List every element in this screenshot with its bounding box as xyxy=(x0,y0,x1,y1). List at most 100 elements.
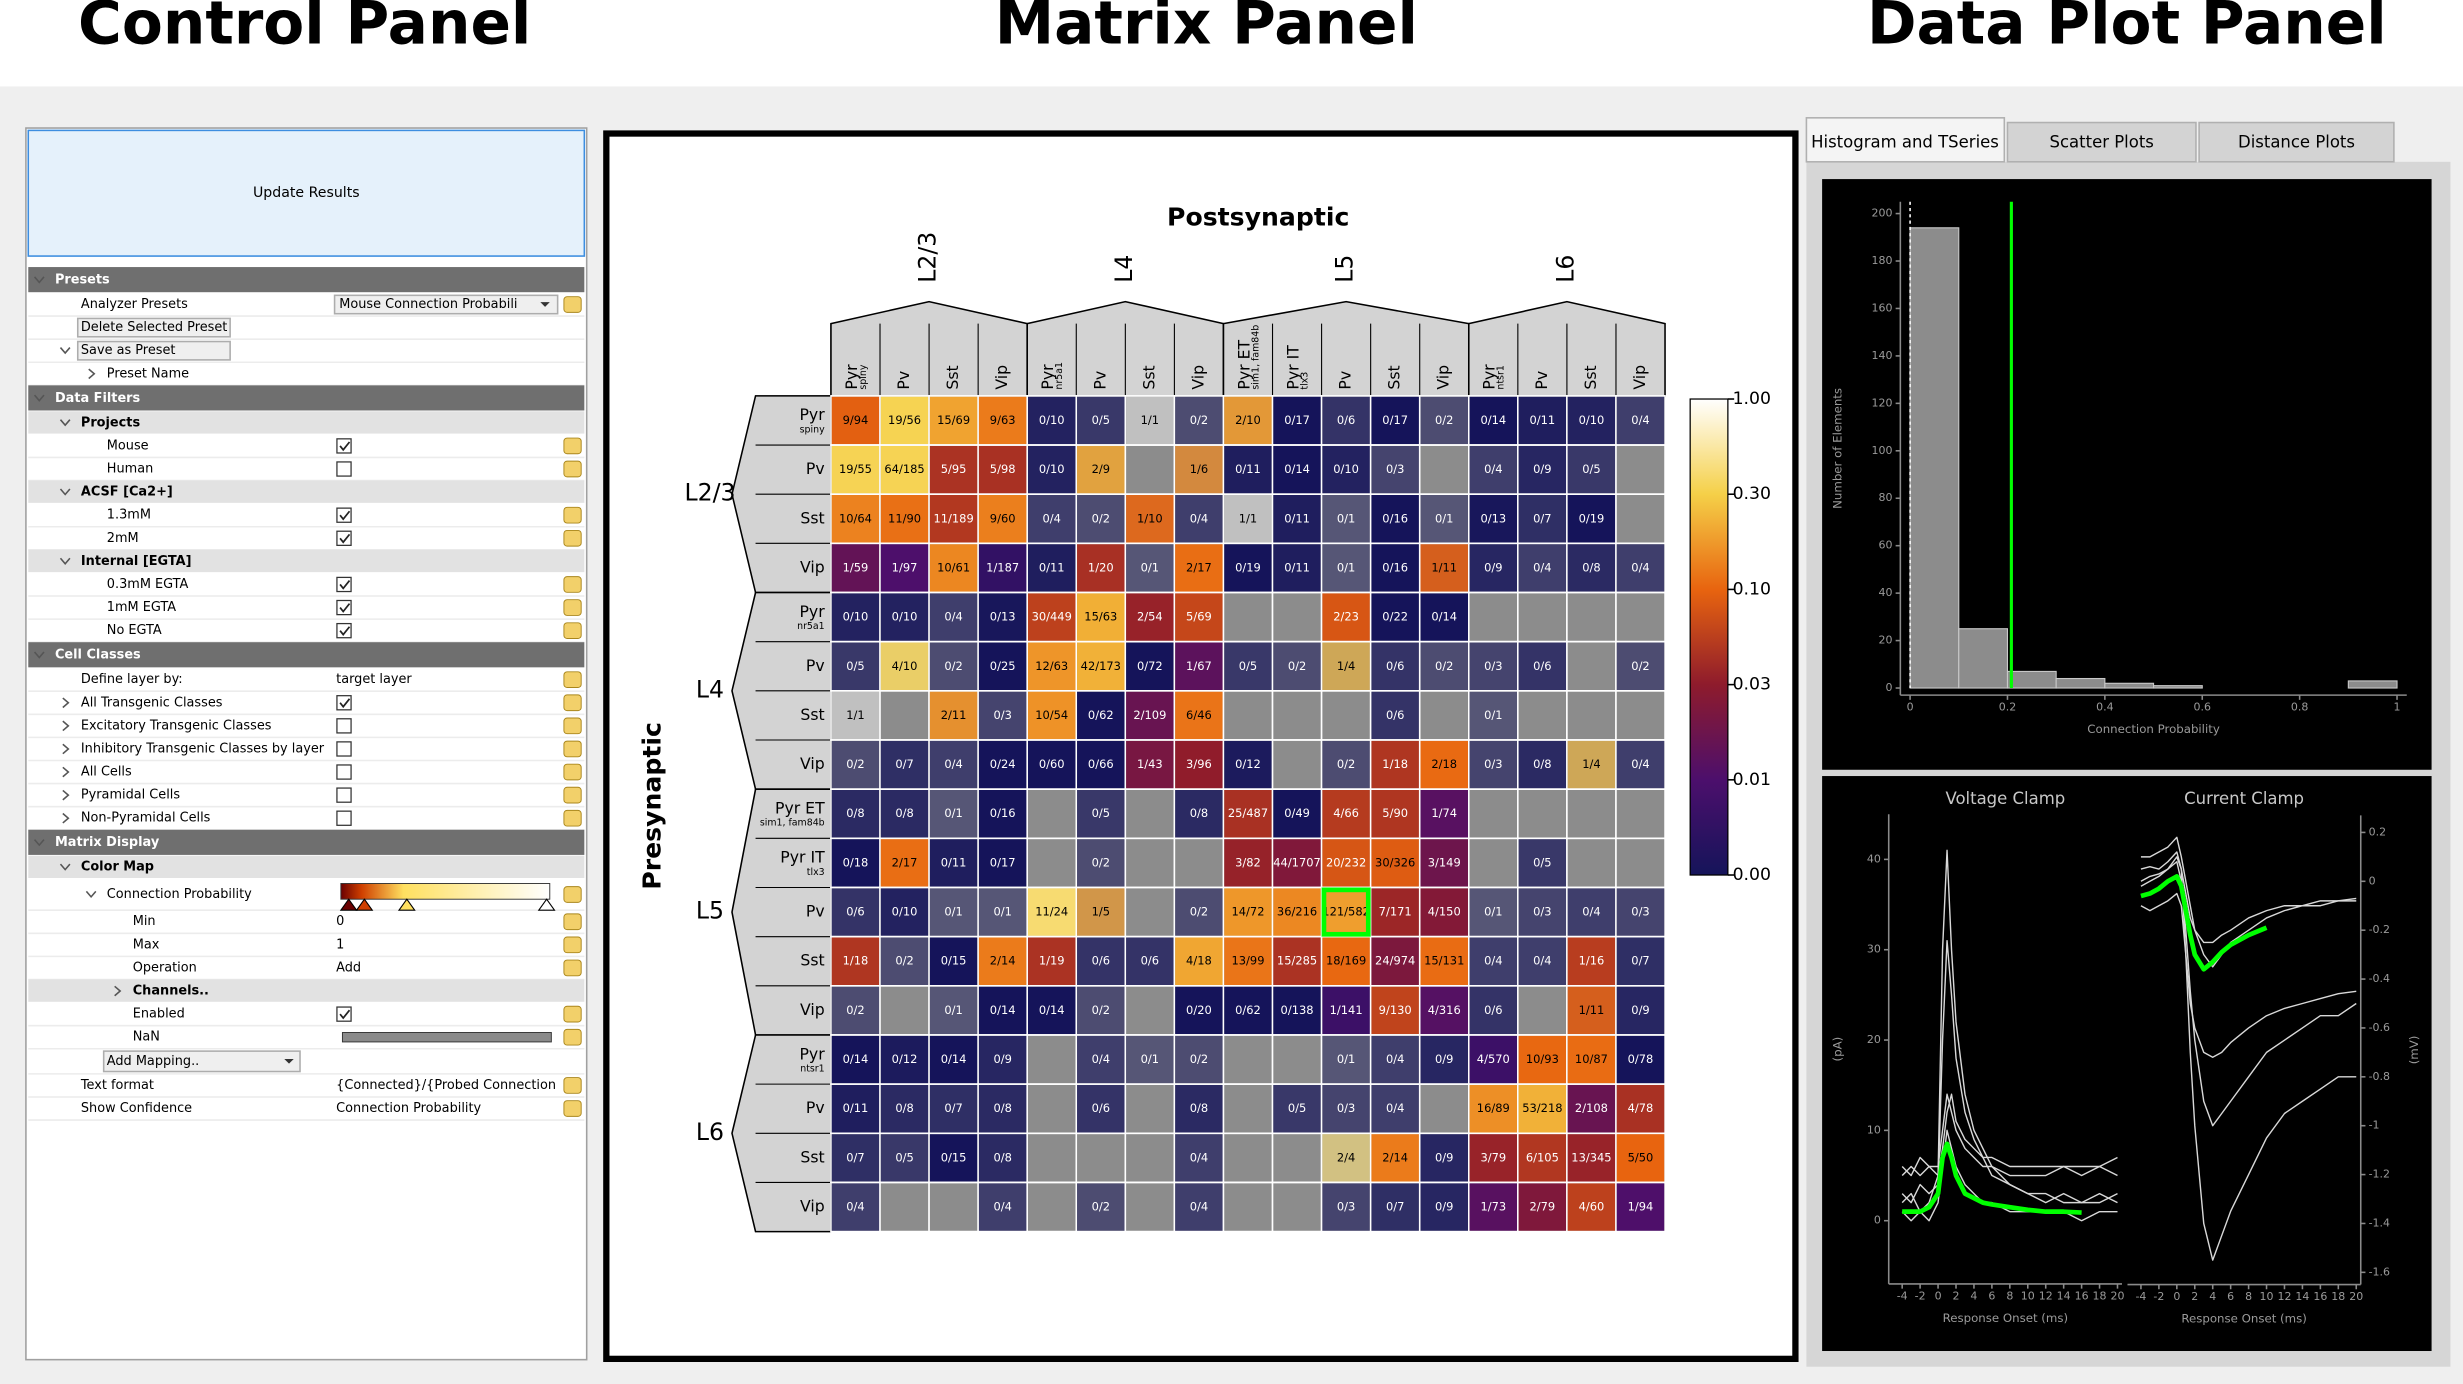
cell-label[interactable]: 0/1 xyxy=(944,905,962,919)
cell-label[interactable]: 10/64 xyxy=(839,511,872,525)
cell-label[interactable]: 0/138 xyxy=(1281,1003,1314,1017)
cell-label[interactable]: 2/109 xyxy=(1133,708,1166,722)
cell-label[interactable]: 1/4 xyxy=(1337,659,1355,673)
reset-button[interactable] xyxy=(563,529,582,547)
matrix-cell[interactable] xyxy=(929,789,978,838)
cell-label[interactable]: 30/326 xyxy=(1375,855,1415,869)
matrix-cell[interactable] xyxy=(1027,494,1076,543)
cell-label[interactable]: 5/50 xyxy=(1628,1150,1654,1164)
cell-label[interactable]: 2/108 xyxy=(1575,1101,1608,1115)
cell-label[interactable]: 2/4 xyxy=(1337,1150,1355,1164)
colormap-handle[interactable] xyxy=(397,898,416,911)
colormap-gradient[interactable] xyxy=(340,883,551,900)
cell-label[interactable]: 0/1 xyxy=(1337,1052,1355,1066)
cell-label[interactable]: 0/1 xyxy=(1337,511,1355,525)
matrix-cell[interactable] xyxy=(1224,396,1272,445)
tab-label[interactable]: Distance Plots xyxy=(2238,132,2355,151)
cell-label[interactable]: 0/6 xyxy=(1386,708,1404,722)
tree-label[interactable]: Save as Preset xyxy=(81,343,176,358)
cell-label[interactable]: 1/74 xyxy=(1431,806,1457,820)
tree-value[interactable]: target layer xyxy=(336,672,412,687)
matrix-cell[interactable] xyxy=(929,593,978,641)
tree-value[interactable]: 0 xyxy=(336,914,344,929)
expander-open[interactable] xyxy=(85,890,97,899)
matrix-cell[interactable] xyxy=(978,1134,1027,1182)
expander-open[interactable] xyxy=(33,276,45,284)
tree-label[interactable]: Inhibitory Transgenic Classes by layer xyxy=(81,741,325,756)
cell-label[interactable]: 24/974 xyxy=(1375,954,1415,968)
checkbox[interactable] xyxy=(336,438,352,454)
matrix-cell[interactable] xyxy=(1469,888,1518,936)
cell-label[interactable]: 0/5 xyxy=(1092,806,1110,820)
matrix-cell[interactable] xyxy=(1518,1134,1567,1182)
expander-open[interactable] xyxy=(33,839,45,847)
cell-label[interactable]: 9/60 xyxy=(990,511,1016,525)
tree-value[interactable]: Add xyxy=(336,960,361,975)
matrix-cell[interactable] xyxy=(1077,888,1125,936)
matrix-cell[interactable] xyxy=(929,740,978,789)
matrix-cell[interactable] xyxy=(1273,396,1321,445)
cell-label[interactable]: 0/2 xyxy=(1092,855,1110,869)
matrix-cell[interactable] xyxy=(831,839,880,887)
matrix-cell[interactable] xyxy=(1224,937,1272,986)
matrix-cell[interactable] xyxy=(1371,396,1419,445)
matrix-cell[interactable] xyxy=(978,691,1027,740)
matrix-cell[interactable] xyxy=(1567,1084,1616,1133)
cell-label[interactable]: 4/18 xyxy=(1186,954,1212,968)
matrix-cell[interactable] xyxy=(831,986,880,1035)
matrix-cell[interactable] xyxy=(880,740,929,789)
matrix-cell[interactable] xyxy=(1077,839,1125,887)
colormap-handle[interactable] xyxy=(339,898,358,911)
cell-label[interactable]: 1/43 xyxy=(1137,757,1163,771)
cell-label[interactable]: 25/487 xyxy=(1228,806,1268,820)
cell-label[interactable]: 1/97 xyxy=(892,560,918,574)
color-swatch[interactable] xyxy=(341,1032,552,1043)
cell-label[interactable]: 0/3 xyxy=(1484,757,1502,771)
matrix-cell[interactable] xyxy=(1175,642,1223,691)
cell-label[interactable]: 1/16 xyxy=(1579,954,1605,968)
matrix-cell[interactable] xyxy=(929,691,978,740)
cell-label[interactable]: 0/6 xyxy=(1386,659,1404,673)
matrix-cell[interactable] xyxy=(1371,789,1419,838)
cell-label[interactable]: 0/2 xyxy=(1092,1200,1110,1214)
reset-button[interactable] xyxy=(563,886,582,903)
cell-label[interactable]: 0/15 xyxy=(941,954,967,968)
checkbox[interactable] xyxy=(336,741,352,757)
cell-label[interactable]: 0/16 xyxy=(1382,511,1408,525)
dropdown-value[interactable]: Mouse Connection Probabili xyxy=(339,297,517,312)
tree-label[interactable]: Channels.. xyxy=(133,984,209,999)
cell-label[interactable]: 0/5 xyxy=(1239,659,1257,673)
matrix-cell[interactable] xyxy=(1322,544,1370,592)
section-label[interactable]: Data Filters xyxy=(55,391,141,406)
matrix-cell[interactable] xyxy=(1371,740,1419,789)
matrix-cell[interactable] xyxy=(1175,1183,1223,1231)
cell-label[interactable]: 0/4 xyxy=(1631,413,1649,427)
cell-label[interactable]: 3/96 xyxy=(1186,757,1212,771)
cell-label[interactable]: 0/14 xyxy=(1039,1003,1065,1017)
matrix-cell[interactable] xyxy=(929,642,978,691)
matrix-cell[interactable] xyxy=(1567,396,1616,445)
cell-label[interactable]: 0/62 xyxy=(1088,708,1114,722)
cell-label[interactable]: 4/570 xyxy=(1477,1052,1510,1066)
cell-label[interactable]: 0/78 xyxy=(1628,1052,1654,1066)
matrix-cell[interactable] xyxy=(1126,544,1174,592)
matrix-cell[interactable] xyxy=(1518,544,1567,592)
cell-label[interactable]: 0/4 xyxy=(1190,511,1208,525)
cell-label[interactable]: 0/1 xyxy=(944,1003,962,1017)
cell-label[interactable]: 0/10 xyxy=(1039,413,1065,427)
cell-label[interactable]: 9/63 xyxy=(990,413,1016,427)
matrix-cell[interactable] xyxy=(1616,740,1665,789)
matrix-cell[interactable] xyxy=(1175,986,1223,1035)
matrix-cell[interactable] xyxy=(1027,544,1076,592)
matrix-cell[interactable] xyxy=(1616,986,1665,1035)
matrix-cell[interactable] xyxy=(1077,740,1125,789)
cell-label[interactable]: 0/7 xyxy=(1533,511,1551,525)
matrix-cell[interactable] xyxy=(1567,888,1616,936)
matrix-cell[interactable] xyxy=(1077,445,1125,494)
matrix-cell[interactable] xyxy=(978,1084,1027,1133)
cell-label[interactable]: 0/19 xyxy=(1579,511,1605,525)
cell-label[interactable]: 1/1 xyxy=(846,708,864,722)
cell-label[interactable]: 1/18 xyxy=(843,954,869,968)
cell-label[interactable]: 5/90 xyxy=(1382,806,1408,820)
cell-label[interactable]: 4/10 xyxy=(892,659,918,673)
